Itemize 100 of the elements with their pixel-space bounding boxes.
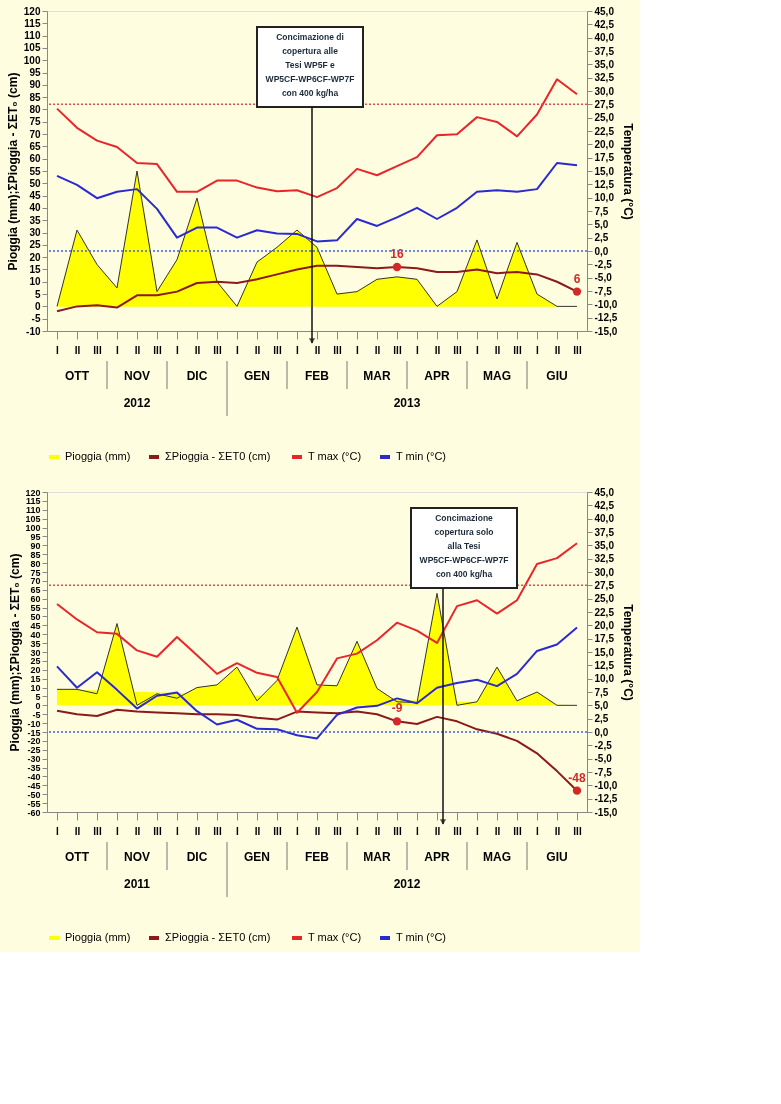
y-tick-label: 45 <box>30 620 41 631</box>
x-tick-label: II <box>434 344 441 356</box>
y-tick-label: 110 <box>26 505 41 516</box>
y-tick-label: 90 <box>30 540 41 551</box>
x-tick-label: I <box>116 825 120 837</box>
y2-tick-label: 2,5 <box>594 713 609 725</box>
y2-tick-label: -2,5 <box>594 739 613 751</box>
text: FEB <box>305 369 330 383</box>
text: MAR <box>363 369 391 383</box>
y-tick-label: 40 <box>30 629 41 640</box>
legend-label: T max (°C) <box>308 450 362 462</box>
text: GEN <box>243 850 271 864</box>
text: 2012 <box>393 877 421 891</box>
y-tick-label: -20 <box>27 736 41 747</box>
x-tick-label: II <box>374 344 381 356</box>
y-tick-label: 80 <box>30 558 41 569</box>
x-tick-label: II <box>314 344 321 356</box>
y-tick-label: 15 <box>30 674 41 685</box>
y2-tick-label: 35,0 <box>594 58 615 70</box>
line-series <box>56 542 578 714</box>
y-tick-label: 55 <box>30 603 41 614</box>
y2-tick-label: 40,0 <box>594 513 615 525</box>
y2-tick-label: -15,0 <box>594 806 618 818</box>
y-tick-label: 20 <box>29 251 41 263</box>
y-tick-label: 120 <box>25 487 41 498</box>
y-tick-label: 65 <box>30 585 41 596</box>
x-tick-label: III <box>333 825 342 837</box>
x-tick-label: II <box>254 825 261 837</box>
y2-tick-label: 0,0 <box>594 726 609 738</box>
data-label: 16 <box>390 247 404 261</box>
x-tick-label: I <box>56 344 60 356</box>
y-tick-label: 100 <box>25 523 41 534</box>
annotation: Concimazione copertura solo alla Tesi WP5CF-WP6CF-WP7F con 400 kg/ha <box>419 513 509 579</box>
y2-tick-label: 45,0 <box>594 486 615 498</box>
y-tick-label: 105 <box>23 42 41 54</box>
y2-tick-label: 27,5 <box>594 98 615 110</box>
legend-label: T min (°C) <box>396 450 447 462</box>
y-tick-label: -25 <box>27 745 41 756</box>
data-label: 6 <box>573 271 581 286</box>
y2-tick-label: 20,0 <box>594 619 615 631</box>
x-tick-label: II <box>74 825 81 837</box>
y-tick-label: 50 <box>29 177 41 189</box>
y-tick-label: -10 <box>27 718 41 729</box>
y2-tick-label: -7,5 <box>594 766 613 778</box>
x-tick-label: I <box>176 825 180 837</box>
y2-tick-label: -12,5 <box>594 793 618 805</box>
y2-tick-label: 32,5 <box>594 553 615 565</box>
y-axis-title: Pioggia (mm);ΣPioggia - ΣET₀ (cm) <box>5 72 20 271</box>
y2-tick-label: 2,5 <box>594 232 609 244</box>
text: FEB <box>305 850 330 864</box>
y-tick-label: -60 <box>27 807 41 818</box>
y2-tick-label: -12,5 <box>594 312 618 324</box>
y2-tick-label: 22,5 <box>594 606 615 618</box>
x-tick-label: III <box>333 344 342 356</box>
text: 2012 <box>123 396 151 410</box>
y-tick-label: 110 <box>24 30 41 42</box>
y2-tick-label: 20,0 <box>594 138 615 150</box>
x-tick-label: II <box>74 344 81 356</box>
x-tick-label: III <box>393 825 402 837</box>
x-tick-label: I <box>296 825 300 837</box>
legend-label: ΣPioggia - ΣET0 (cm) <box>165 450 271 462</box>
y-tick-label: 55 <box>29 165 41 177</box>
y2-tick-label: -2,5 <box>594 258 613 270</box>
x-tick-label: III <box>93 825 102 837</box>
y-tick-label: 15 <box>29 263 41 275</box>
y2-tick-label: 10,0 <box>594 192 615 204</box>
data-label: -48 <box>568 770 586 785</box>
x-tick-label: I <box>356 344 360 356</box>
y-tick-label: 35 <box>29 214 41 226</box>
text: APR <box>424 369 450 383</box>
y2-axis-title: Temperatura (°C) <box>621 123 636 220</box>
x-tick-label: I <box>476 344 480 356</box>
x-tick-label: II <box>134 825 141 837</box>
y-tick-label: 35 <box>30 638 41 649</box>
y-tick-label: 5 <box>34 288 41 300</box>
y-tick-label: 50 <box>30 611 41 622</box>
line-series <box>56 626 578 740</box>
y2-axis-title: Temperatura (°C) <box>621 604 636 701</box>
y-tick-label: 115 <box>26 496 41 507</box>
x-tick-label: I <box>356 825 360 837</box>
text: OTT <box>65 369 90 383</box>
y2-tick-label: 30,0 <box>594 85 615 97</box>
x-tick-label: III <box>213 344 222 356</box>
data-label: -9 <box>391 701 403 716</box>
x-tick-label: III <box>513 344 522 356</box>
y2-tick-label: 30,0 <box>594 566 615 578</box>
y2-tick-label: 7,5 <box>594 686 609 698</box>
y2-tick-label: 17,5 <box>594 152 615 164</box>
legend-label: T max (°C) <box>308 931 362 943</box>
x-tick-label: III <box>273 344 282 356</box>
x-tick-label: I <box>416 825 420 837</box>
x-tick-label: III <box>213 825 222 837</box>
y-axis-title: Pioggia (mm);ΣPioggia - ΣET₀ (cm) <box>7 553 22 752</box>
y2-tick-label: 7,5 <box>594 205 609 217</box>
y2-tick-label: 12,5 <box>594 178 615 190</box>
text: 2013 <box>393 396 421 410</box>
x-tick-label: II <box>494 344 501 356</box>
y-tick-label: 30 <box>29 227 41 239</box>
y-tick-label: 25 <box>29 239 41 251</box>
y2-tick-label: -7,5 <box>594 285 613 297</box>
